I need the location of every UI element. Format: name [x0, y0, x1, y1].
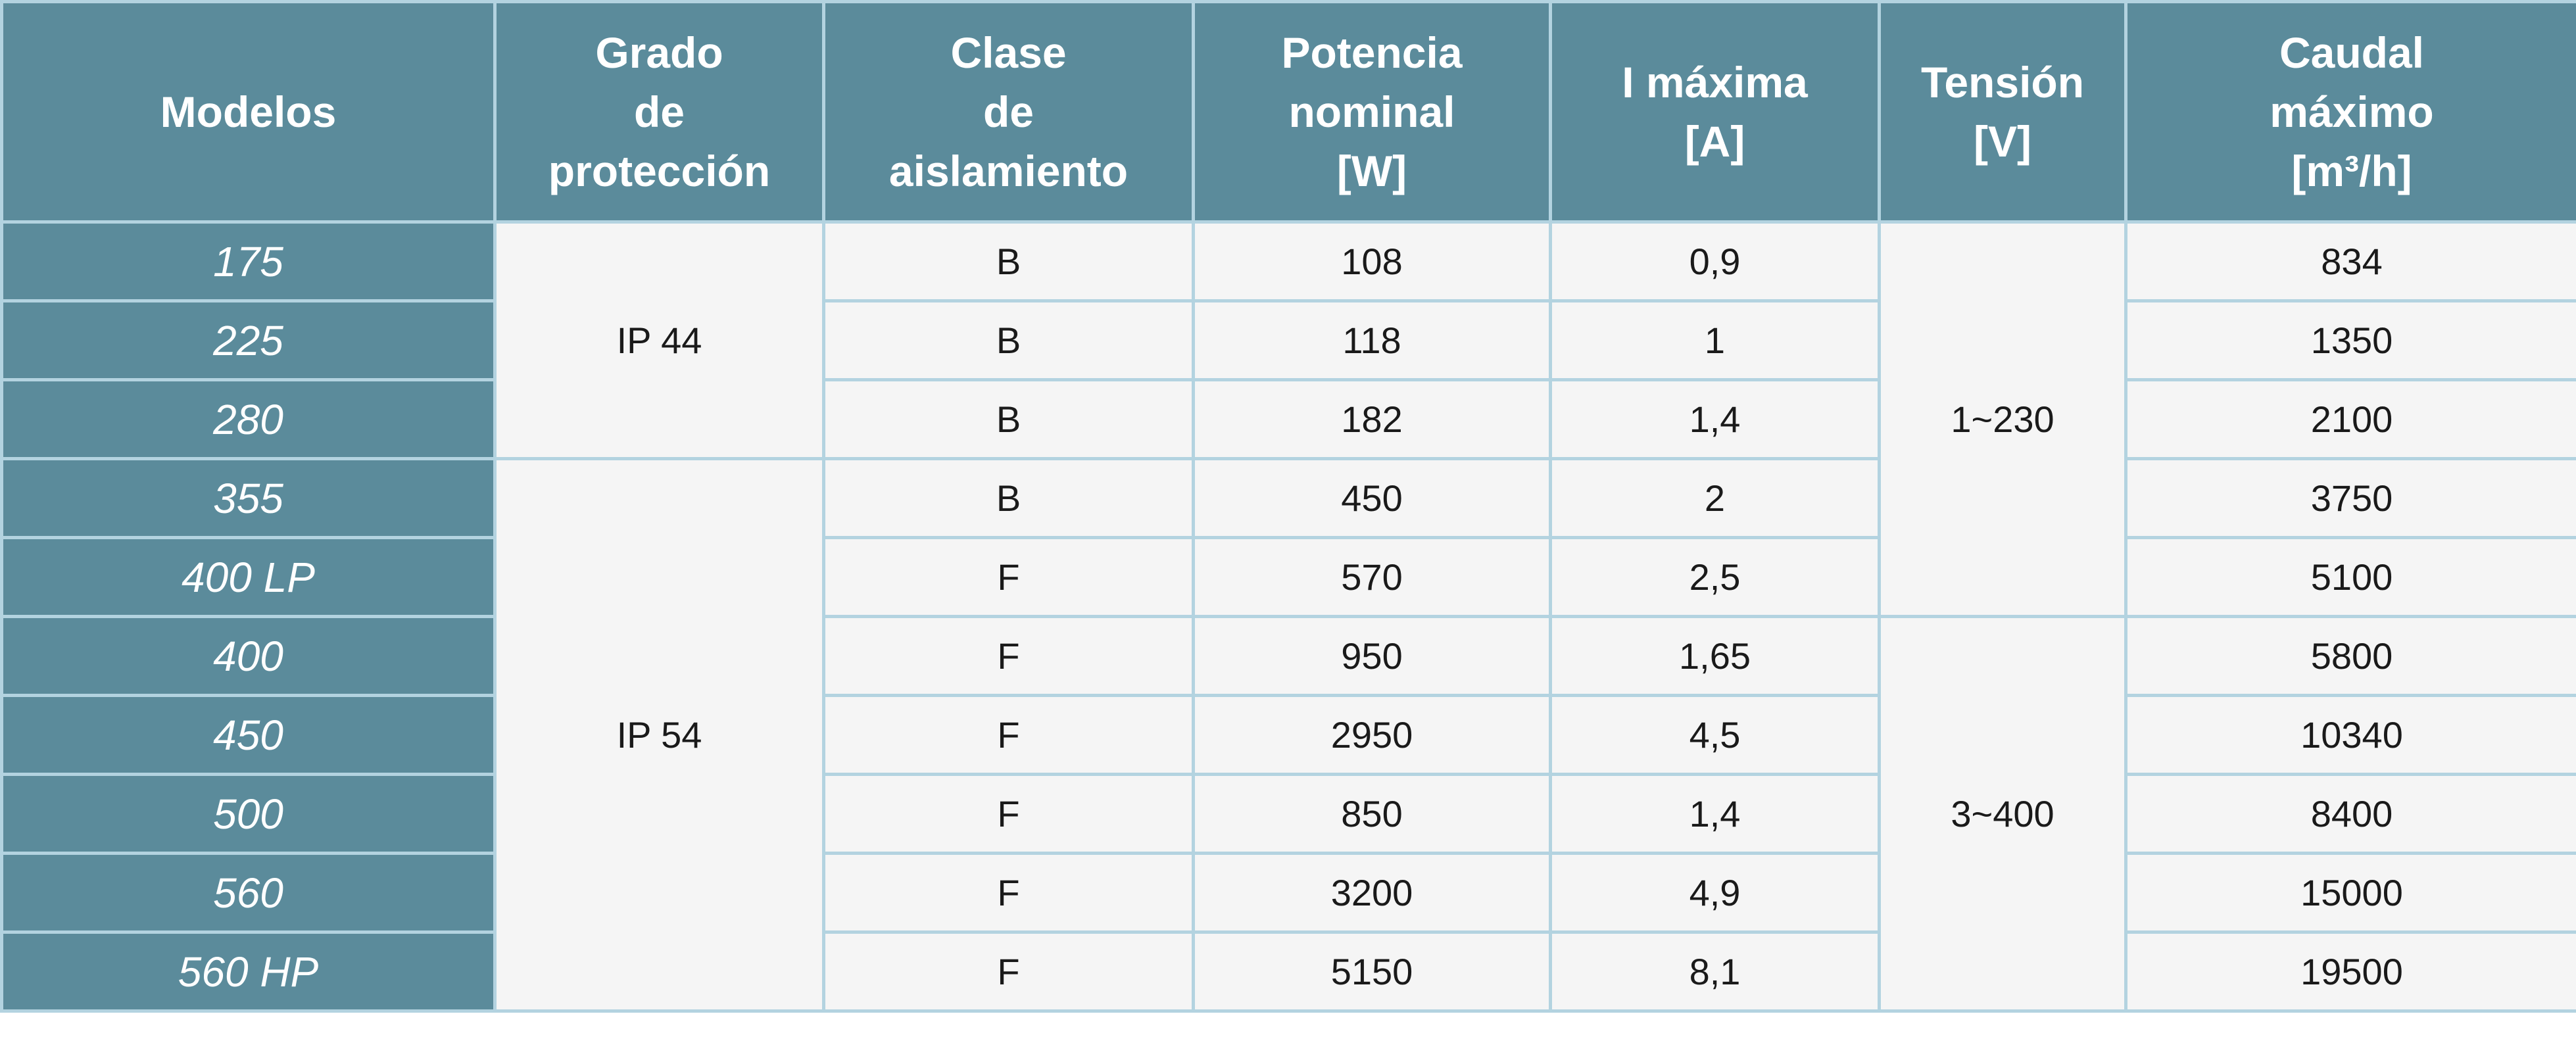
- header-row: Modelos Grado de protección Clase de ais…: [0, 0, 2576, 224]
- header-line: Grado: [595, 28, 723, 77]
- model-cell: 560 HP: [0, 930, 497, 1013]
- potencia-cell: 570: [1192, 536, 1552, 618]
- caudal-cell: 8400: [2124, 773, 2576, 855]
- model-cell: 280: [0, 378, 497, 460]
- caudal-cell: 834: [2124, 220, 2576, 302]
- tension-cell: 3~400: [1878, 615, 2127, 1013]
- header-line: Modelos: [160, 87, 337, 136]
- caudal-cell: 2100: [2124, 378, 2576, 460]
- caudal-cell: 5100: [2124, 536, 2576, 618]
- model-cell: 355: [0, 457, 497, 539]
- spec-table: Modelos Grado de protección Clase de ais…: [0, 0, 2576, 1013]
- header-line: [m³/h]: [2291, 147, 2412, 195]
- clase-cell: B: [822, 220, 1195, 302]
- model-cell: 400: [0, 615, 497, 697]
- header-line: Tensión: [1920, 58, 2085, 107]
- caudal-cell: 10340: [2124, 694, 2576, 776]
- caudal-cell: 3750: [2124, 457, 2576, 539]
- imax-cell: 2,5: [1549, 536, 1881, 618]
- potencia-cell: 182: [1192, 378, 1552, 460]
- header-line: Clase: [950, 28, 1067, 77]
- imax-cell: 1,65: [1549, 615, 1881, 697]
- header-line: aislamiento: [888, 147, 1129, 195]
- clase-cell: F: [822, 930, 1195, 1013]
- clase-cell: B: [822, 299, 1195, 381]
- header-line: [V]: [1974, 117, 2031, 166]
- clase-cell: F: [822, 773, 1195, 855]
- table-row: 175 IP 44 B 108 0,9 1~230 834: [0, 220, 2576, 618]
- potencia-cell: 450: [1192, 457, 1552, 539]
- clase-cell: F: [822, 615, 1195, 697]
- header-line: máximo: [2270, 87, 2434, 136]
- table-row: 560 F 3200 4,9 15000: [0, 852, 2576, 934]
- clase-cell: B: [822, 378, 1195, 460]
- model-cell: 560: [0, 852, 497, 934]
- imax-cell: 8,1: [1549, 930, 1881, 1013]
- imax-cell: 1: [1549, 299, 1881, 381]
- table-row: 355 IP 54 B 450 2 3750: [0, 457, 2576, 1013]
- potencia-cell: 3200: [1192, 852, 1552, 934]
- model-cell: 400 LP: [0, 536, 497, 618]
- header-line: Potencia: [1281, 28, 1463, 77]
- table-row: 400 LP F 570 2,5 5100: [0, 536, 2576, 618]
- header-clase-aislamiento: Clase de aislamiento: [822, 0, 1195, 224]
- table-row: 450 F 2950 4,5 10340: [0, 694, 2576, 776]
- header-caudal-maximo: Caudal máximo [m³/h]: [2124, 0, 2576, 224]
- caudal-cell: 5800: [2124, 615, 2576, 697]
- header-line: de: [633, 87, 685, 136]
- model-cell: 225: [0, 299, 497, 381]
- caudal-cell: 15000: [2124, 852, 2576, 934]
- table-row: 560 HP F 5150 8,1 19500: [0, 930, 2576, 1013]
- header-tension: Tensión [V]: [1878, 0, 2127, 224]
- header-line: nominal: [1288, 87, 1455, 136]
- potencia-cell: 118: [1192, 299, 1552, 381]
- imax-cell: 4,9: [1549, 852, 1881, 934]
- header-line: I máxima: [1622, 58, 1808, 107]
- table-row: 400 F 950 1,65 3~400 5800: [0, 615, 2576, 1013]
- table-row: 280 B 182 1,4 2100: [0, 378, 2576, 460]
- header-grado-proteccion: Grado de protección: [493, 0, 825, 224]
- clase-cell: F: [822, 536, 1195, 618]
- potencia-cell: 950: [1192, 615, 1552, 697]
- imax-cell: 1,4: [1549, 773, 1881, 855]
- header-i-maxima: I máxima [A]: [1549, 0, 1881, 224]
- potencia-cell: 108: [1192, 220, 1552, 302]
- header-line: de: [983, 87, 1034, 136]
- imax-cell: 1,4: [1549, 378, 1881, 460]
- tension-cell: 1~230: [1878, 220, 2127, 618]
- clase-cell: F: [822, 852, 1195, 934]
- header-line: [W]: [1336, 147, 1407, 195]
- header-potencia-nominal: Potencia nominal [W]: [1192, 0, 1552, 224]
- imax-cell: 4,5: [1549, 694, 1881, 776]
- clase-cell: F: [822, 694, 1195, 776]
- model-cell: 500: [0, 773, 497, 855]
- model-cell: 175: [0, 220, 497, 302]
- table-row: 225 B 118 1 1350: [0, 299, 2576, 381]
- grado-cell: IP 44: [493, 220, 825, 460]
- table-row: 500 F 850 1,4 8400: [0, 773, 2576, 855]
- potencia-cell: 2950: [1192, 694, 1552, 776]
- header-line: protección: [548, 147, 771, 195]
- caudal-cell: 19500: [2124, 930, 2576, 1013]
- grado-cell: IP 54: [493, 457, 825, 1013]
- imax-cell: 0,9: [1549, 220, 1881, 302]
- header-line: Caudal: [2279, 28, 2425, 77]
- header-modelos: Modelos: [0, 0, 497, 224]
- potencia-cell: 5150: [1192, 930, 1552, 1013]
- header-line: [A]: [1684, 117, 1745, 166]
- potencia-cell: 850: [1192, 773, 1552, 855]
- clase-cell: B: [822, 457, 1195, 539]
- caudal-cell: 1350: [2124, 299, 2576, 381]
- model-cell: 450: [0, 694, 497, 776]
- imax-cell: 2: [1549, 457, 1881, 539]
